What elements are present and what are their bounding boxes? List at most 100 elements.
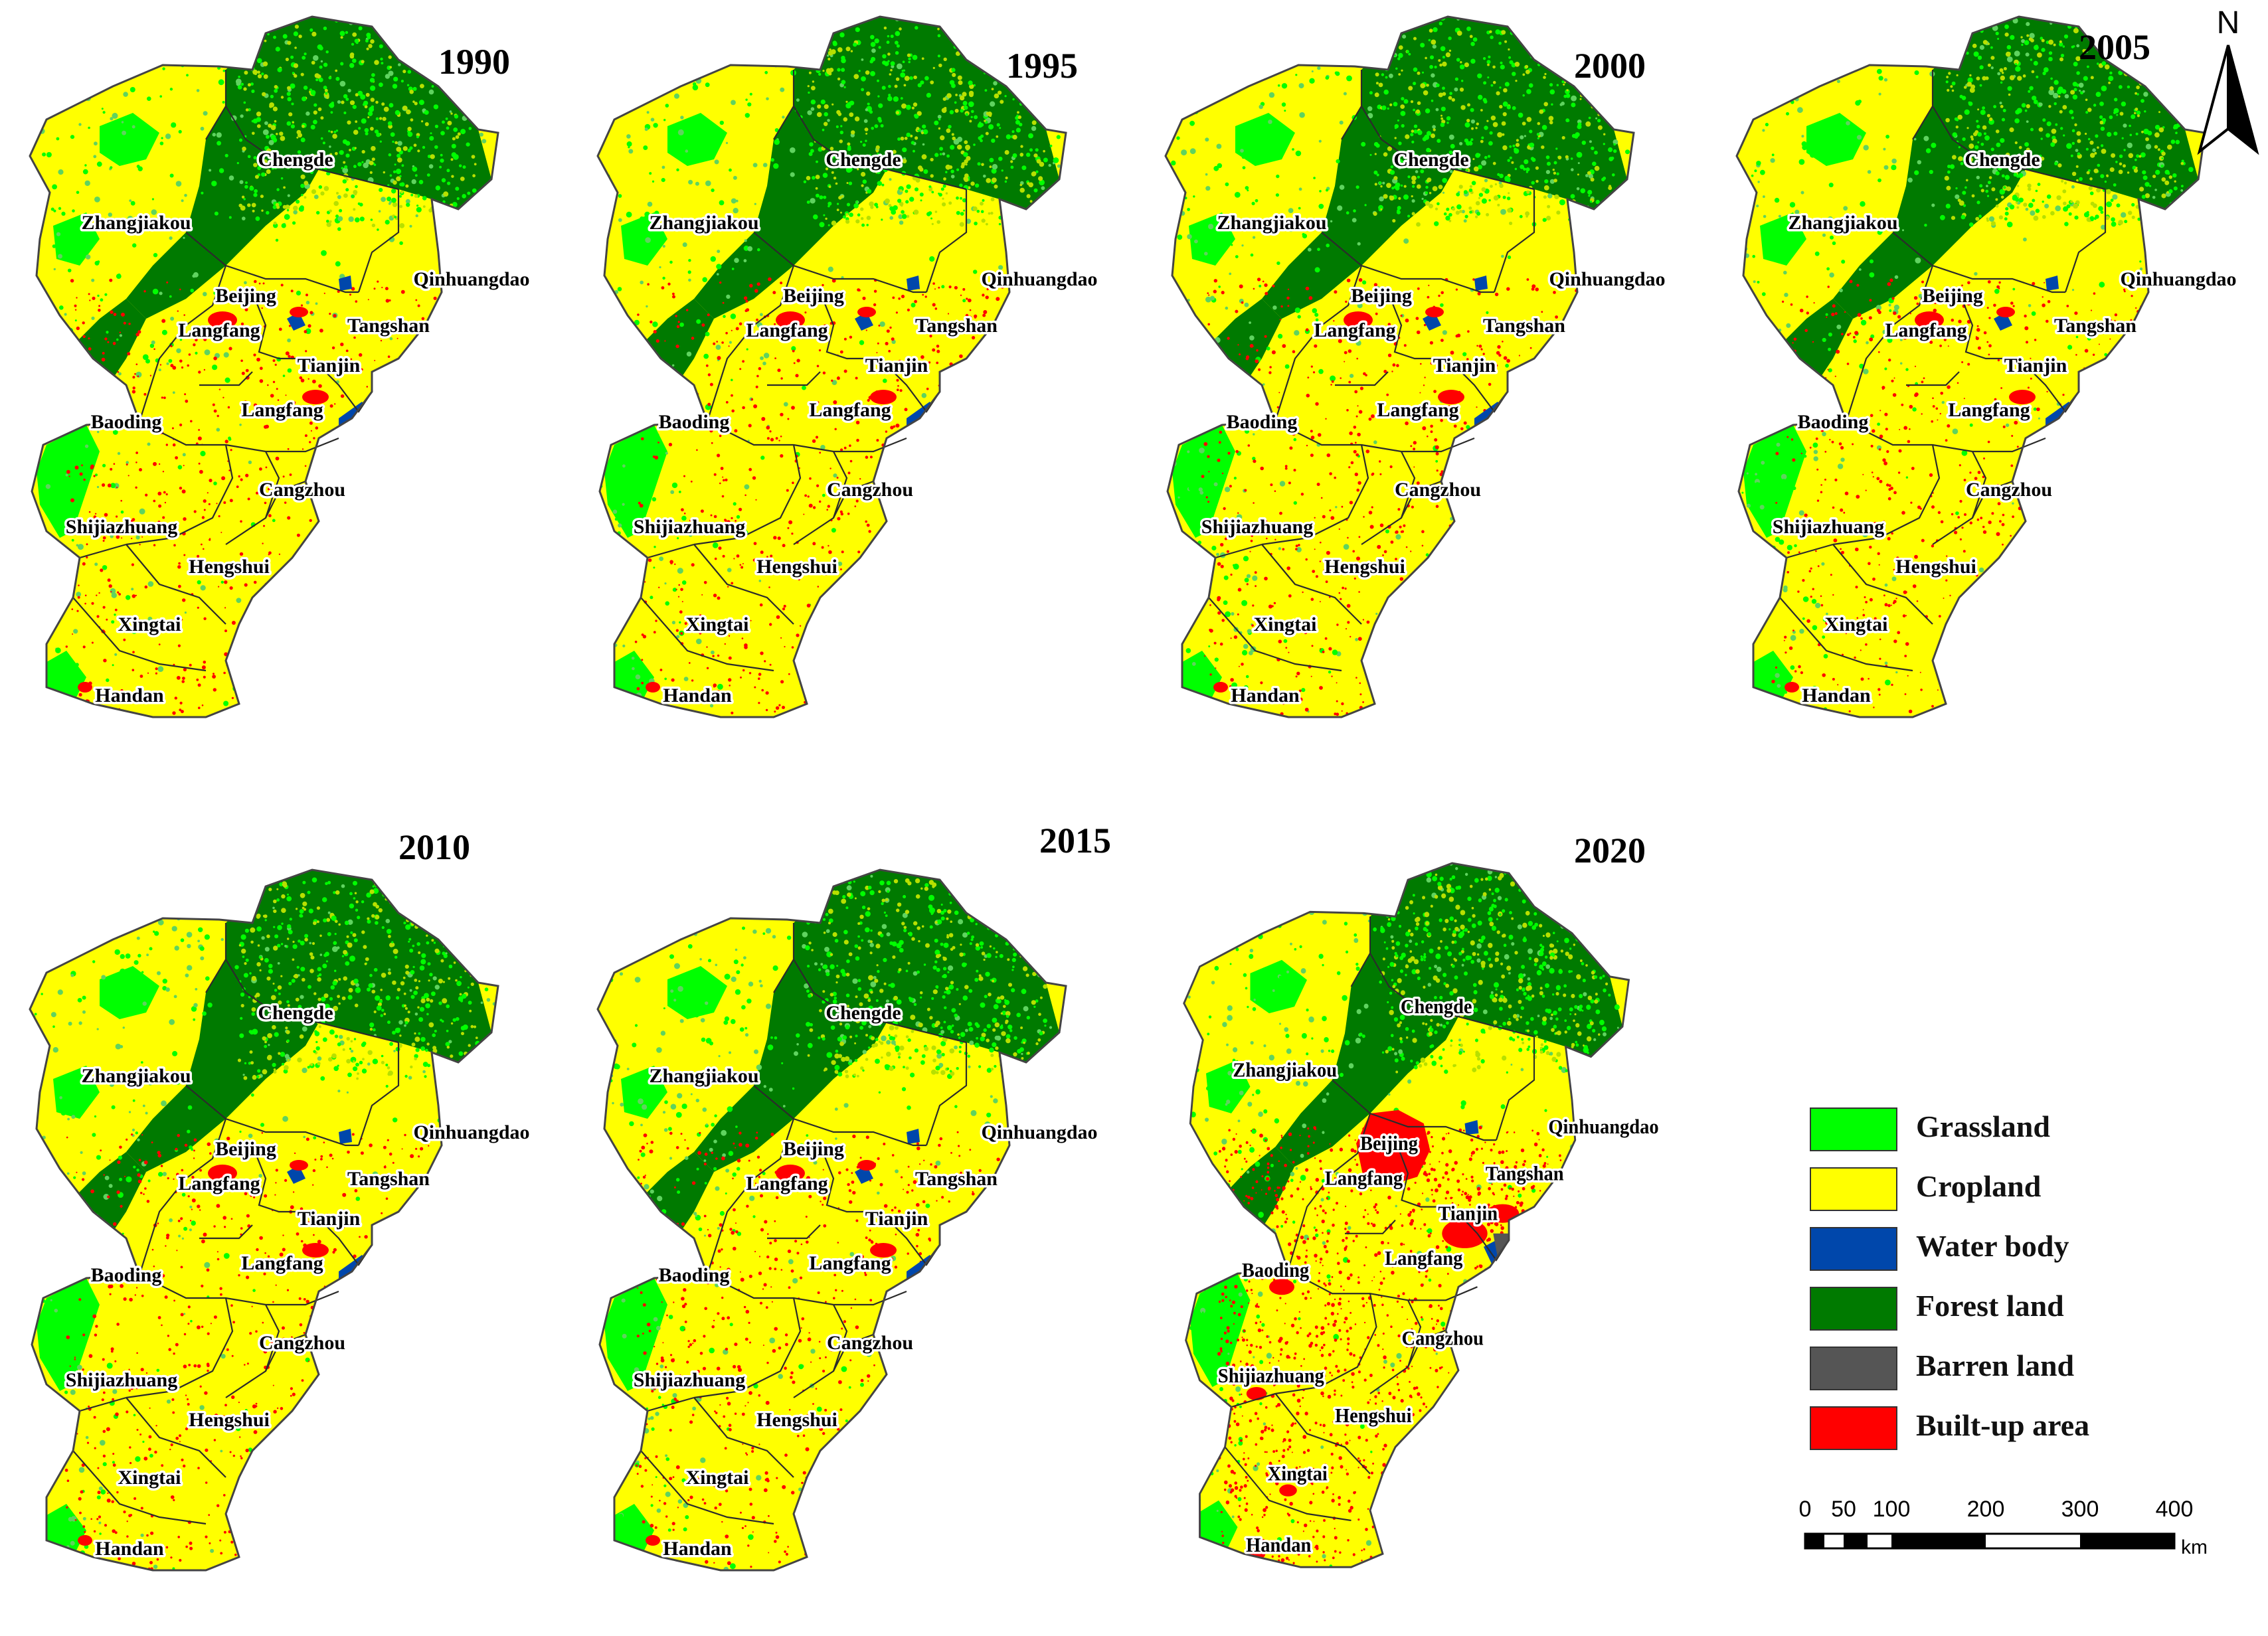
city-label-xingtai: Xingtai (118, 614, 181, 635)
city-label-tangshan: Tangshan (347, 315, 430, 337)
legend-item-barren-land: Barren land (1810, 1341, 2182, 1401)
legend-item-cropland: Cropland (1810, 1162, 2182, 1222)
city-label-xingtai: Xingtai (1268, 1463, 1328, 1485)
map-panel-2010: Chengde Zhangjiakou Qinhuangdao Beijing Lang… (27, 827, 532, 1610)
city-label-cangzhou: Cangzhou (827, 1332, 913, 1354)
city-label-shijiazhuang: Shijiazhuang (66, 516, 177, 538)
city-label-beijing: Beijing (1360, 1133, 1418, 1155)
city-label-cangzhou: Cangzhou (827, 479, 913, 501)
city-label-langfang-north: Langfang (746, 319, 828, 341)
city-label-langfang-south: Langfang (1385, 1248, 1462, 1269)
city-label-zhangjiakou: Zhangjiakou (81, 1065, 191, 1087)
scale-tick-label: 300 (2061, 1497, 2099, 1522)
legend-label: Water body (1916, 1229, 2069, 1263)
city-label-cangzhou: Cangzhou (1395, 479, 1481, 501)
legend-swatch (1810, 1347, 1897, 1390)
scale-tick-label: 0 (1799, 1497, 1812, 1522)
city-label-chengde: Chengde (258, 1002, 333, 1024)
city-label-chengde: Chengde (1393, 149, 1468, 171)
city-label-handan: Handan (95, 1538, 164, 1560)
city-label-cangzhou: Cangzhou (1402, 1328, 1484, 1350)
city-label-tangshan: Tangshan (915, 315, 998, 337)
year-label: 1990 (438, 42, 510, 82)
city-label-cangzhou: Cangzhou (259, 479, 345, 501)
city-label-qinhuangdao: Qinhuangdao (981, 268, 1097, 290)
scale-tick-label: 100 (1873, 1497, 1911, 1522)
city-label-hengshui: Hengshui (756, 1409, 837, 1431)
city-label-baoding: Baoding (659, 411, 730, 433)
city-label-zhangjiakou: Zhangjiakou (649, 1065, 758, 1087)
map-panel-1990: Chengde Zhangjiakou Qinhuangdao Beijing Lang… (27, 13, 532, 757)
year-label: 2010 (398, 827, 470, 867)
city-label-qinhuangdao: Qinhuangdao (413, 1121, 529, 1143)
city-label-chengde: Chengde (258, 149, 333, 171)
city-label-tangshan: Tangshan (347, 1168, 430, 1190)
map-panel-2000: Chengde Zhangjiakou Qinhuangdao Beijing Lang… (1162, 13, 1668, 757)
city-label-baoding: Baoding (1242, 1260, 1310, 1281)
land-use-map: Chengde Zhangjiakou Qinhuangdao Beijing Lang… (1164, 15, 1668, 718)
city-label-beijing: Beijing (1351, 285, 1412, 307)
city-label-beijing: Beijing (1922, 285, 1983, 307)
legend-label: Built-up area (1916, 1408, 2090, 1442)
legend: Grassland Cropland Water body Forest lan… (1810, 1102, 2182, 1461)
year-label: 1995 (1006, 46, 1078, 86)
city-label-tianjin: Tianjin (1438, 1203, 1498, 1225)
city-label-beijing: Beijing (215, 285, 276, 307)
city-label-tianjin: Tianjin (865, 355, 928, 376)
land-use-map: Chengde Zhangjiakou Qinhuangdao Beijing Lang… (596, 868, 1100, 1572)
city-label-qinhuangdao: Qinhuangdao (2120, 268, 2236, 290)
city-label-qinhuangdao: Qinhuangdao (1549, 268, 1665, 290)
land-use-map: Chengde Zhangjiakou Qinhuangdao Beijing Lang… (1183, 862, 1661, 1568)
city-label-langfang-north: Langfang (1885, 319, 1966, 341)
scale-tick-label: 400 (2156, 1497, 2194, 1522)
city-label-baoding: Baoding (91, 411, 162, 433)
legend-item-water-body: Water body (1810, 1222, 2182, 1281)
city-label-tianjin: Tianjin (298, 1208, 361, 1230)
legend-label: Forest land (1916, 1289, 2064, 1323)
city-label-xingtai: Xingtai (1253, 614, 1316, 635)
legend-item-built-up-area: Built-up area (1810, 1401, 2182, 1461)
north-label: N (2217, 5, 2240, 41)
city-label-shijiazhuang: Shijiazhuang (1218, 1365, 1324, 1387)
city-label-chengde: Chengde (826, 149, 901, 171)
city-label-xingtai: Xingtai (1824, 614, 1887, 635)
city-label-langfang-south: Langfang (1377, 399, 1458, 421)
map-panel-2015: Chengde Zhangjiakou Qinhuangdao Beijing Lang… (594, 821, 1111, 1610)
city-label-chengde: Chengde (1401, 996, 1472, 1018)
city-label-handan: Handan (663, 685, 732, 706)
city-label-chengde: Chengde (826, 1002, 901, 1024)
city-label-handan: Handan (95, 685, 164, 706)
city-label-xingtai: Xingtai (685, 614, 748, 635)
city-label-langfang-south: Langfang (1948, 399, 2030, 421)
city-label-cangzhou: Cangzhou (1966, 479, 2052, 501)
city-label-tianjin: Tianjin (865, 1208, 928, 1230)
city-label-zhangjiakou: Zhangjiakou (1788, 212, 1897, 234)
city-label-xingtai: Xingtai (118, 1467, 181, 1489)
city-label-hengshui: Hengshui (1324, 556, 1405, 578)
legend-item-forest-land: Forest land (1810, 1281, 2182, 1341)
city-label-tangshan: Tangshan (1483, 315, 1565, 337)
city-label-langfang-north: Langfang (1325, 1168, 1403, 1190)
city-label-beijing: Beijing (783, 1138, 844, 1160)
year-label: 2015 (1039, 821, 1111, 860)
city-label-baoding: Baoding (659, 1264, 730, 1286)
city-label-handan: Handan (1231, 685, 1300, 706)
legend-swatch (1810, 1167, 1897, 1211)
legend-label: Cropland (1916, 1169, 2042, 1203)
map-panel-2005: Chengde Zhangjiakou Qinhuangdao Beijing Lang… (1733, 13, 2239, 757)
land-use-map: Chengde Zhangjiakou Qinhuangdao Beijing Lang… (29, 868, 532, 1572)
city-label-zhangjiakou: Zhangjiakou (1233, 1060, 1337, 1082)
city-label-qinhuangdao: Qinhuangdao (413, 268, 529, 290)
legend-label: Barren land (1916, 1349, 2075, 1382)
city-label-tianjin: Tianjin (1433, 355, 1496, 376)
city-label-shijiazhuang: Shijiazhuang (1201, 516, 1313, 538)
land-use-map: Chengde Zhangjiakou Qinhuangdao Beijing Lang… (596, 15, 1100, 718)
city-label-shijiazhuang: Shijiazhuang (634, 516, 745, 538)
city-label-zhangjiakou: Zhangjiakou (649, 212, 758, 234)
legend-item-grassland: Grassland (1810, 1102, 2182, 1162)
city-label-beijing: Beijing (783, 285, 844, 307)
city-label-shijiazhuang: Shijiazhuang (634, 1369, 745, 1391)
city-label-baoding: Baoding (91, 1264, 162, 1286)
city-label-tangshan: Tangshan (1486, 1163, 1564, 1185)
year-label: 2020 (1574, 831, 1646, 870)
